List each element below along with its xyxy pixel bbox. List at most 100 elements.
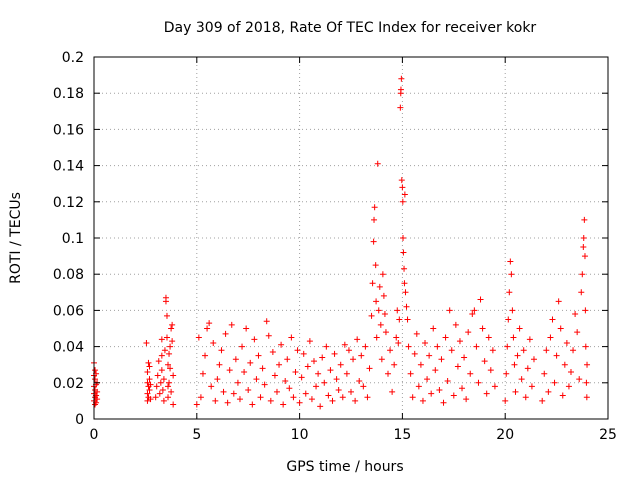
y-tick-label: 0.1	[62, 231, 84, 247]
data-point	[261, 381, 268, 388]
data-point	[528, 383, 535, 390]
data-point	[401, 280, 408, 287]
data-point	[530, 356, 537, 363]
data-point	[144, 368, 151, 375]
data-point	[241, 368, 248, 375]
data-point	[273, 388, 280, 395]
data-point	[424, 376, 431, 383]
data-point	[419, 397, 426, 404]
data-point	[565, 383, 572, 390]
data-point	[290, 394, 297, 401]
data-point	[377, 321, 384, 328]
data-point	[152, 394, 159, 401]
data-point	[448, 347, 455, 354]
data-point	[308, 396, 315, 403]
data-point	[516, 325, 523, 332]
data-point	[444, 377, 451, 384]
data-point	[159, 387, 166, 394]
data-point	[401, 191, 408, 198]
data-point	[438, 356, 445, 363]
data-point	[265, 332, 272, 339]
y-tick-label: 0.14	[53, 159, 84, 175]
data-point	[247, 359, 254, 366]
data-point	[583, 394, 590, 401]
data-point	[220, 388, 227, 395]
data-point	[350, 356, 357, 363]
grid-lines	[94, 57, 608, 419]
data-point	[413, 330, 420, 337]
data-point	[446, 307, 453, 314]
data-point	[166, 350, 173, 357]
data-point	[400, 235, 407, 241]
data-point	[580, 235, 587, 241]
data-point	[396, 316, 403, 323]
data-point	[555, 298, 562, 305]
data-point	[210, 339, 217, 346]
data-point	[397, 104, 404, 111]
data-point	[263, 318, 270, 325]
x-tick-label: 20	[496, 427, 514, 443]
data-point	[491, 383, 498, 390]
data-point	[166, 379, 173, 386]
data-point	[257, 394, 264, 401]
data-point	[398, 177, 405, 184]
data-point	[507, 258, 514, 265]
data-point	[157, 379, 164, 386]
data-point	[160, 397, 167, 404]
data-point	[398, 75, 405, 82]
x-tick-label: 15	[393, 427, 411, 443]
x-tick-label: 25	[599, 427, 617, 443]
data-point	[394, 307, 401, 314]
y-tick-label: 0.12	[53, 195, 84, 211]
data-point	[92, 367, 99, 374]
data-point	[409, 394, 416, 401]
data-point	[296, 399, 303, 406]
data-point	[364, 394, 371, 401]
data-point	[298, 374, 305, 381]
data-point	[547, 334, 554, 341]
data-point	[463, 396, 470, 403]
y-tick-label: 0.04	[53, 340, 84, 356]
data-point	[584, 361, 591, 368]
data-point	[234, 379, 241, 386]
data-point	[432, 367, 439, 374]
data-point	[505, 316, 512, 323]
data-point	[360, 383, 367, 390]
data-point	[511, 361, 518, 368]
data-point	[503, 370, 510, 377]
data-point	[459, 385, 466, 392]
data-point	[321, 379, 328, 386]
data-point	[522, 394, 529, 401]
data-point	[477, 296, 484, 303]
data-point	[170, 372, 177, 379]
data-point	[452, 321, 459, 328]
data-point	[325, 392, 332, 399]
data-point	[354, 336, 361, 343]
data-point	[155, 358, 162, 365]
chart-title: Day 309 of 2018, Rate Of TEC Index for r…	[164, 20, 537, 36]
data-point	[230, 390, 237, 397]
data-point	[580, 244, 587, 251]
data-point	[422, 339, 429, 346]
data-point	[404, 316, 411, 323]
data-point	[212, 397, 219, 404]
data-point	[524, 365, 531, 372]
data-point	[245, 387, 252, 394]
data-point	[578, 289, 585, 296]
data-point	[327, 367, 334, 374]
data-point	[479, 325, 486, 332]
data-point	[218, 347, 225, 354]
data-point	[467, 370, 474, 377]
data-point	[294, 347, 301, 354]
data-point	[582, 343, 589, 350]
data-point	[465, 329, 472, 336]
data-point	[147, 396, 154, 403]
data-point	[232, 356, 239, 363]
data-point	[356, 377, 363, 384]
data-point	[403, 303, 410, 310]
data-point	[508, 271, 515, 278]
data-point	[366, 365, 373, 372]
data-point	[251, 336, 258, 343]
data-point	[158, 336, 165, 343]
